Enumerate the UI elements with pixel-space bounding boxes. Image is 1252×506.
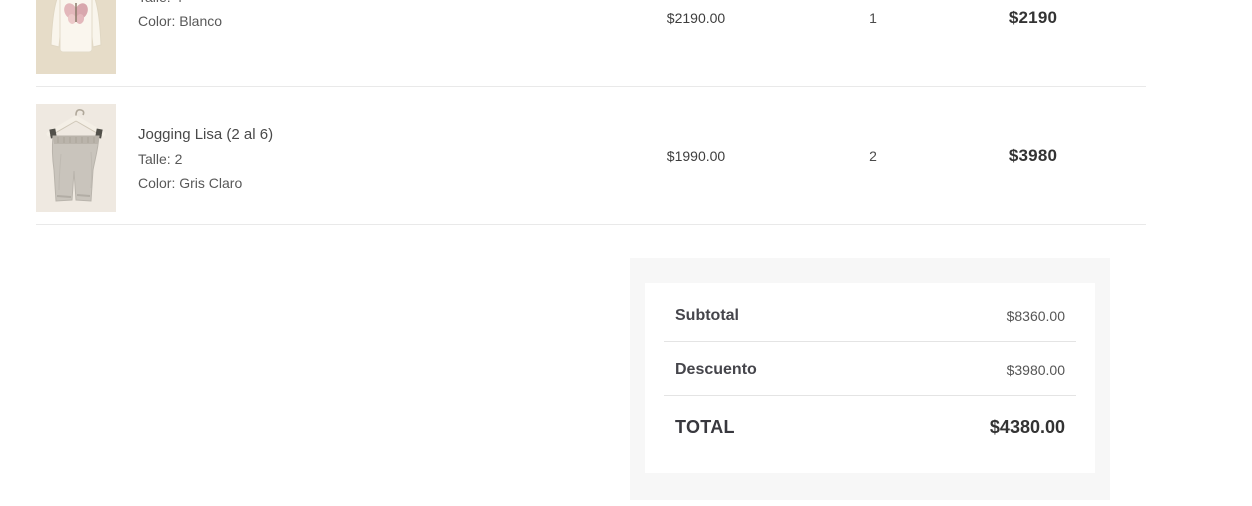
- summary-row-subtotal: Subtotal $8360.00: [664, 288, 1076, 342]
- order-summary: Subtotal $8360.00 Descuento $3980.00 TOT…: [630, 258, 1110, 500]
- line-total: $3980: [1008, 145, 1058, 165]
- summary-row-total: TOTAL $4380.00: [664, 396, 1076, 454]
- product-image-pants-icon: [36, 104, 116, 212]
- line-total: $2190: [1008, 7, 1058, 27]
- product-title[interactable]: Jogging Lisa (2 al 6): [138, 126, 274, 143]
- unit-price: $2190.00: [666, 9, 726, 26]
- product-info: Talle: 4 Color: Blanco: [138, 0, 222, 33]
- discount-value: $3980.00: [1006, 362, 1065, 378]
- quantity-value: 2: [869, 147, 877, 164]
- total-label: TOTAL: [675, 417, 735, 437]
- subtotal-label: Subtotal: [675, 307, 739, 324]
- cart-table: Talle: 4 Color: Blanco $2190.00 1 $2190: [36, 0, 1146, 225]
- quantity-value: 1: [869, 9, 877, 26]
- total-value: $4380.00: [989, 417, 1065, 437]
- product-color: Color: Gris Claro: [138, 175, 243, 191]
- product-cell: Jogging Lisa (2 al 6) Talle: 2 Color: Gr…: [36, 87, 566, 224]
- product-color: Color: Blanco: [138, 13, 223, 29]
- product-thumbnail[interactable]: [36, 0, 116, 74]
- product-size: Talle: 2: [138, 151, 183, 167]
- product-thumbnail[interactable]: [36, 104, 116, 212]
- cart-item-row: Jogging Lisa (2 al 6) Talle: 2 Color: Gr…: [36, 87, 1146, 225]
- product-info: Jogging Lisa (2 al 6) Talle: 2 Color: Gr…: [138, 123, 273, 195]
- unit-price: $1990.00: [666, 147, 726, 164]
- discount-label: Descuento: [675, 361, 757, 378]
- subtotal-value: $8360.00: [1006, 308, 1065, 324]
- product-cell: Talle: 4 Color: Blanco: [36, 0, 566, 86]
- cart-item-row: Talle: 4 Color: Blanco $2190.00 1 $2190: [36, 0, 1146, 87]
- order-summary-card: Subtotal $8360.00 Descuento $3980.00 TOT…: [645, 283, 1095, 473]
- product-image-shirt-icon: [36, 0, 116, 74]
- summary-row-discount: Descuento $3980.00: [664, 342, 1076, 396]
- product-size: Talle: 4: [138, 0, 222, 9]
